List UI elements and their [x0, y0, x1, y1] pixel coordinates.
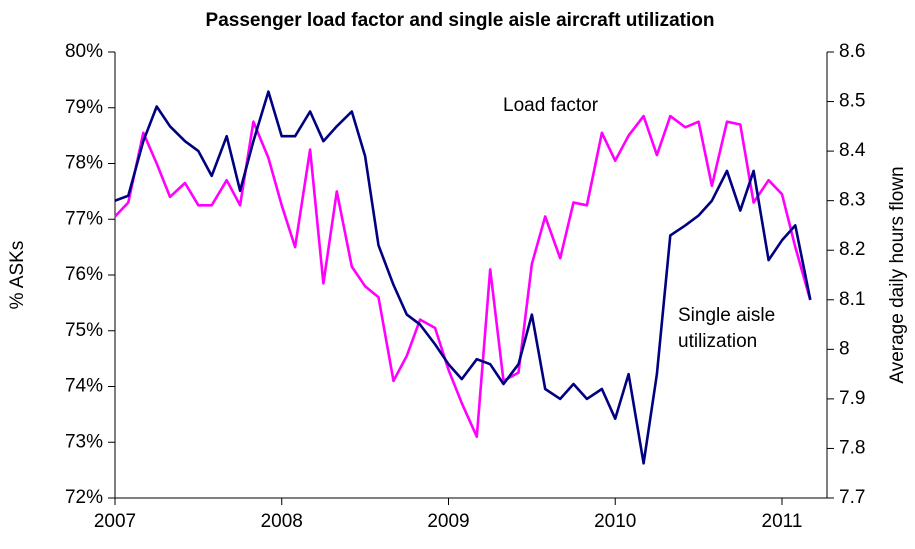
y-tick-label: 73%	[65, 431, 103, 452]
x-tick-label: 2011	[762, 511, 803, 532]
series-line	[114, 114, 812, 438]
annotation: utilization	[678, 331, 757, 352]
y2-tick-label: 7.8	[839, 437, 865, 458]
annotation: Single aisle	[678, 305, 775, 326]
series-line	[114, 90, 812, 465]
y2-tick-label: 8.6	[839, 41, 865, 62]
y-tick-label: 74%	[65, 376, 103, 397]
y2-axis-label: Average daily hours flown	[887, 166, 908, 383]
y2-tick-label: 8.5	[839, 91, 865, 112]
chart-title: Passenger load factor and single aisle a…	[206, 10, 715, 31]
y2-tick-label: 8.1	[839, 289, 865, 310]
y-tick-label: 77%	[65, 208, 103, 229]
x-tick-label: 2010	[594, 511, 636, 532]
x-tick-label: 2007	[94, 511, 136, 532]
y2-tick-label: 7.7	[839, 487, 865, 508]
y-tick-label: 76%	[65, 264, 103, 285]
y-tick-label: 72%	[65, 487, 103, 508]
annotation: Load factor	[503, 95, 599, 116]
y2-tick-label: 8.4	[839, 140, 866, 161]
y2-tick-label: 7.9	[839, 388, 865, 409]
x-tick-label: 2008	[261, 511, 303, 532]
y-tick-label: 78%	[65, 153, 103, 174]
x-tick-label: 2009	[427, 511, 469, 532]
y2-tick-label: 8.2	[839, 239, 865, 260]
y-tick-label: 79%	[65, 97, 103, 118]
y-axis-label: % ASKs	[7, 241, 28, 310]
y2-tick-label: 8.3	[839, 190, 865, 211]
y-tick-label: 80%	[65, 41, 103, 62]
y2-tick-label: 8	[839, 338, 850, 359]
y-tick-label: 75%	[65, 320, 103, 341]
